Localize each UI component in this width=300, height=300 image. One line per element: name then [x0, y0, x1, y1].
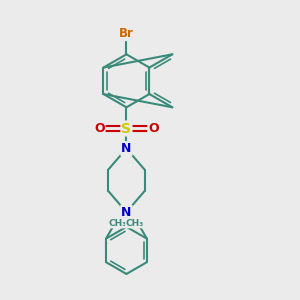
Text: CH₃: CH₃ [109, 219, 127, 228]
Text: Br: Br [119, 27, 134, 40]
Text: CH₃: CH₃ [126, 219, 144, 228]
Text: N: N [121, 206, 132, 219]
Text: O: O [94, 122, 105, 135]
Text: S: S [122, 122, 131, 136]
Text: O: O [148, 122, 159, 135]
Text: N: N [121, 142, 132, 155]
